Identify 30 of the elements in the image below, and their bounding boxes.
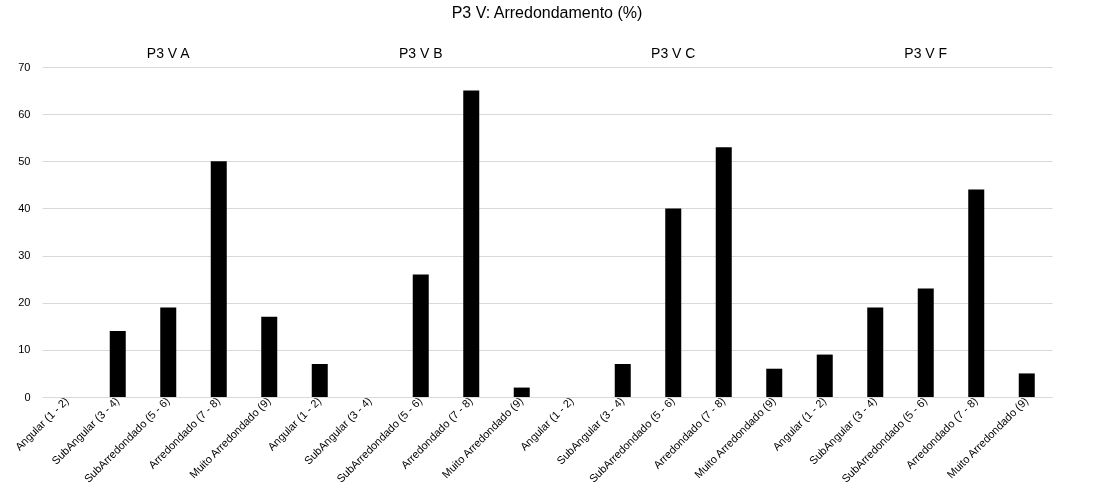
bar <box>614 364 631 397</box>
bar <box>766 368 783 397</box>
text: P3 V F <box>904 45 948 61</box>
text: P3 V C <box>651 45 696 61</box>
bar <box>412 274 429 397</box>
y-tick-label: 70 <box>18 60 31 73</box>
bar <box>513 387 530 397</box>
bar <box>917 288 934 397</box>
y-tick-label: 0 <box>24 390 31 403</box>
y-tick-label: 10 <box>18 343 31 356</box>
bar <box>968 189 985 397</box>
bar <box>109 331 126 397</box>
bar <box>665 208 682 397</box>
bar <box>463 90 480 397</box>
text: P3 V B <box>398 45 443 61</box>
y-tick-label: 20 <box>18 296 31 309</box>
y-tick-label: 60 <box>18 107 31 120</box>
chart-title: P3 V: Arredondamento (%) <box>451 4 643 21</box>
bar <box>160 307 177 397</box>
bar <box>261 316 278 397</box>
y-tick-label: 50 <box>18 154 31 167</box>
text: P3 V A <box>146 45 191 61</box>
y-tick-label: 30 <box>18 249 31 262</box>
bar <box>1018 373 1035 397</box>
bar <box>311 364 328 397</box>
bar <box>210 161 227 397</box>
bar <box>715 147 732 397</box>
bar <box>816 354 833 397</box>
bar <box>867 307 884 397</box>
y-tick-label: 40 <box>18 201 31 214</box>
